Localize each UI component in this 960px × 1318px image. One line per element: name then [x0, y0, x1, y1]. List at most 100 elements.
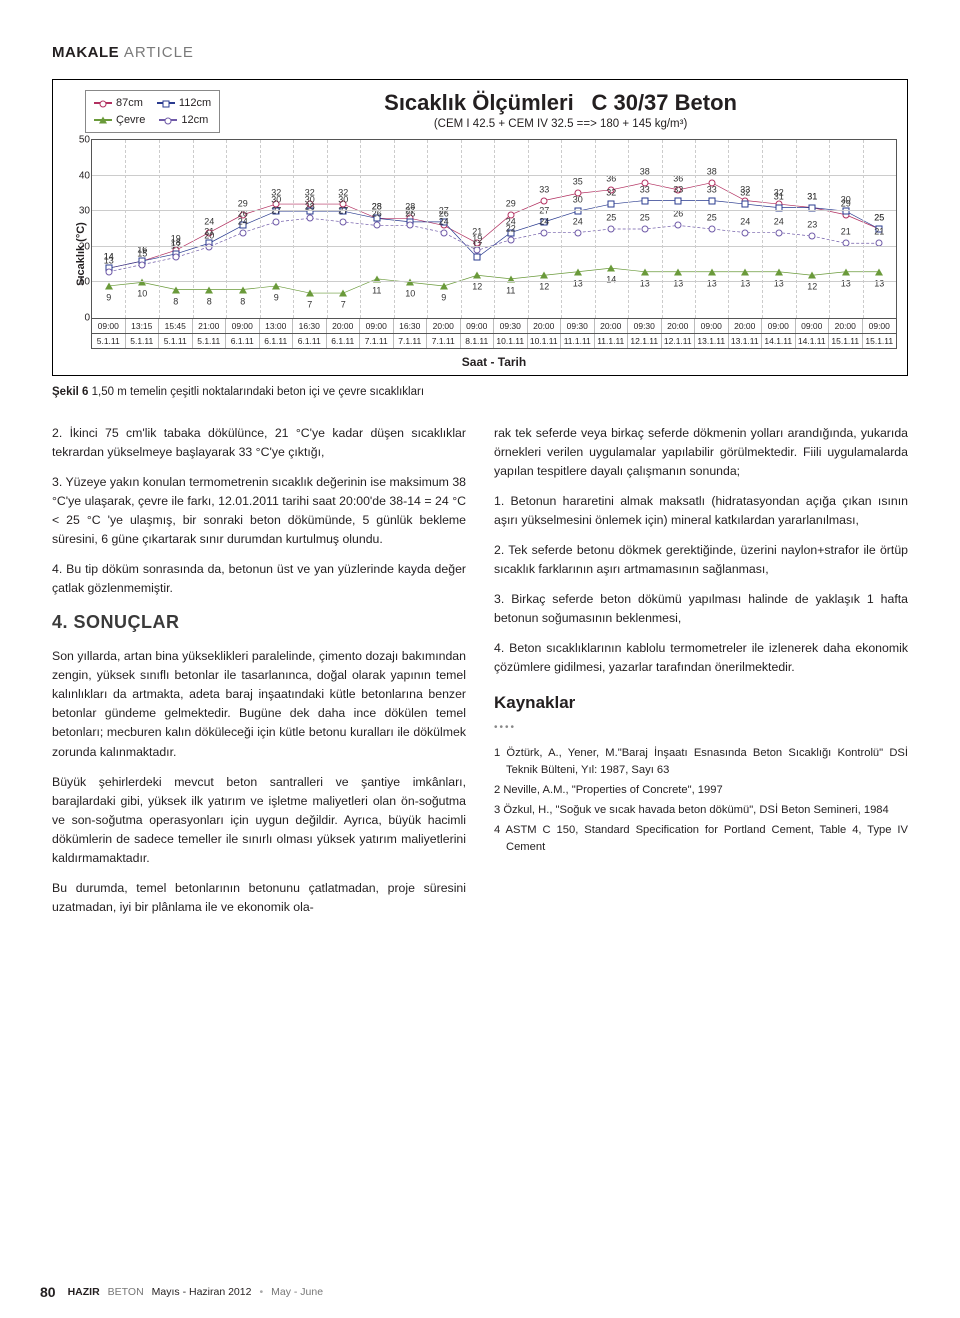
caption-label: Şekil 6	[52, 386, 88, 398]
xtick-time: 16:30	[394, 319, 428, 333]
xtick-date: 11.1.11	[595, 334, 629, 348]
data-point: 26	[675, 222, 682, 229]
chart-yaxis: 01020304050	[68, 140, 90, 318]
chart-xaxis-date: 5.1.115.1.115.1.115.1.116.1.116.1.116.1.…	[91, 334, 897, 349]
section-kicker: MAKALE ARTICLE	[52, 44, 908, 61]
data-point: 20	[206, 243, 213, 250]
data-point: 13	[574, 268, 582, 275]
reference-item: 2 Neville, A.M., "Properties of Concrete…	[494, 782, 908, 798]
xtick-date: 10.1.11	[494, 334, 528, 348]
legend-item: 12cm	[159, 112, 208, 129]
data-point: 24	[541, 229, 548, 236]
caption-text: 1,50 m temelin çeşitli noktalarındaki be…	[92, 386, 424, 398]
xtick-time: 21:00	[193, 319, 227, 333]
data-point: 13	[842, 268, 850, 275]
heading-sonuclar: 4. SONUÇLAR	[52, 609, 466, 637]
xtick-date: 12.1.11	[662, 334, 696, 348]
data-point: 8	[239, 286, 247, 293]
para-item-2: 2. Tek seferde betonu dökmek gerektiğind…	[494, 541, 908, 579]
ytick: 30	[68, 206, 90, 217]
data-point: 25	[708, 226, 715, 233]
footer-date-tr: Mayıs - Haziran 2012	[152, 1286, 252, 1298]
para-3: 3. Yüzeye yakın konulan termometrenin sı…	[52, 473, 466, 549]
data-point: 13	[775, 268, 783, 275]
data-point: 33	[641, 197, 648, 204]
data-point: 24	[440, 229, 447, 236]
xtick-date: 6.1.11	[293, 334, 327, 348]
body-columns: 2. İkinci 75 cm'lik tabaka dökülünce, 21…	[52, 424, 908, 928]
references-heading: Kaynaklar	[494, 690, 908, 716]
data-point: 25	[608, 226, 615, 233]
xtick-date: 15.1.11	[863, 334, 897, 348]
data-point: 32	[608, 201, 615, 208]
xtick-time: 09:00	[796, 319, 830, 333]
para-item-4: 4. Beton sıcaklıklarının kablolu termome…	[494, 639, 908, 677]
kicker-light: ARTICLE	[124, 44, 194, 61]
column-left: 2. İkinci 75 cm'lik tabaka dökülünce, 21…	[52, 424, 466, 928]
data-point: 22	[507, 236, 514, 243]
xtick-date: 7.1.11	[360, 334, 394, 348]
data-point: 24	[742, 229, 749, 236]
chart-xlabel: Saat - Tarih	[91, 355, 897, 369]
data-point: 9	[440, 282, 448, 289]
data-point: 27	[340, 218, 347, 225]
para-item-3: 3. Birkaç seferde beton dökümü yapılması…	[494, 590, 908, 628]
data-point: 12	[540, 272, 548, 279]
data-point: 13	[105, 268, 112, 275]
xtick-time: 20:00	[595, 319, 629, 333]
data-point: 33	[708, 197, 715, 204]
xtick-date: 6.1.11	[226, 334, 260, 348]
xtick-time: 09:00	[762, 319, 796, 333]
column-right: rak tek seferde veya birkaç seferde dökm…	[494, 424, 908, 928]
xtick-date: 12.1.11	[628, 334, 662, 348]
xtick-date: 7.1.11	[394, 334, 428, 348]
xtick-time: 13:15	[126, 319, 160, 333]
xtick-date: 14.1.11	[762, 334, 796, 348]
para-2: 2. İkinci 75 cm'lik tabaka dökülünce, 21…	[52, 424, 466, 462]
para-item-1: 1. Betonun hararetini almak maksatlı (hi…	[494, 492, 908, 530]
ytick: 50	[68, 135, 90, 146]
data-point: 7	[306, 290, 314, 297]
xtick-time: 13:00	[260, 319, 294, 333]
xtick-date: 6.1.11	[327, 334, 361, 348]
reference-item: 1 Öztürk, A., Yener, M."Baraj İnşaatı Es…	[494, 745, 908, 777]
xtick-time: 09:30	[561, 319, 595, 333]
data-point: 17	[474, 254, 481, 261]
data-point: 13	[741, 268, 749, 275]
footer-mag-strong: HAZIR	[68, 1286, 100, 1298]
ytick: 20	[68, 241, 90, 252]
xtick-time: 09:00	[863, 319, 897, 333]
xtick-time: 09:00	[461, 319, 495, 333]
data-point: 26	[407, 222, 414, 229]
xtick-time: 09:00	[92, 319, 126, 333]
xtick-time: 15:45	[159, 319, 193, 333]
xtick-date: 8.1.11	[461, 334, 495, 348]
chart-frame: 87cm112cmÇevre12cm Sıcaklık Ölçümleri C …	[52, 79, 908, 376]
xtick-time: 09:00	[226, 319, 260, 333]
data-point: 7	[339, 290, 347, 297]
xtick-time: 09:00	[360, 319, 394, 333]
data-point: 23	[809, 233, 816, 240]
data-point: 24	[239, 229, 246, 236]
xtick-date: 5.1.11	[193, 334, 227, 348]
xtick-time: 20:00	[427, 319, 461, 333]
xtick-time: 09:30	[494, 319, 528, 333]
xtick-date: 6.1.11	[260, 334, 294, 348]
footer-date-en: May - June	[271, 1286, 323, 1298]
para-sonuclar-1: Son yıllarda, artan bina yükseklikleri p…	[52, 647, 466, 761]
data-point: 17	[172, 254, 179, 261]
chart-subtitle: (CEM I 42.5 + CEM IV 32.5 ==> 180 + 145 …	[220, 118, 901, 130]
chart-legend: 87cm112cmÇevre12cm	[85, 90, 220, 133]
data-point: 13	[875, 268, 883, 275]
data-point: 8	[205, 286, 213, 293]
xtick-time: 09:30	[628, 319, 662, 333]
data-point: 33	[675, 197, 682, 204]
page-number: 80	[40, 1284, 56, 1300]
xtick-time: 20:00	[829, 319, 863, 333]
footer-sep: •	[259, 1286, 263, 1298]
xtick-date: 5.1.11	[92, 334, 126, 348]
chart-xaxis-time: 09:0013:1515:4521:0009:0013:0016:3020:00…	[91, 319, 897, 334]
para-4: 4. Bu tip döküm sonrasında da, betonun ü…	[52, 560, 466, 598]
data-point: 12	[808, 272, 816, 279]
legend-item: Çevre	[94, 112, 145, 129]
